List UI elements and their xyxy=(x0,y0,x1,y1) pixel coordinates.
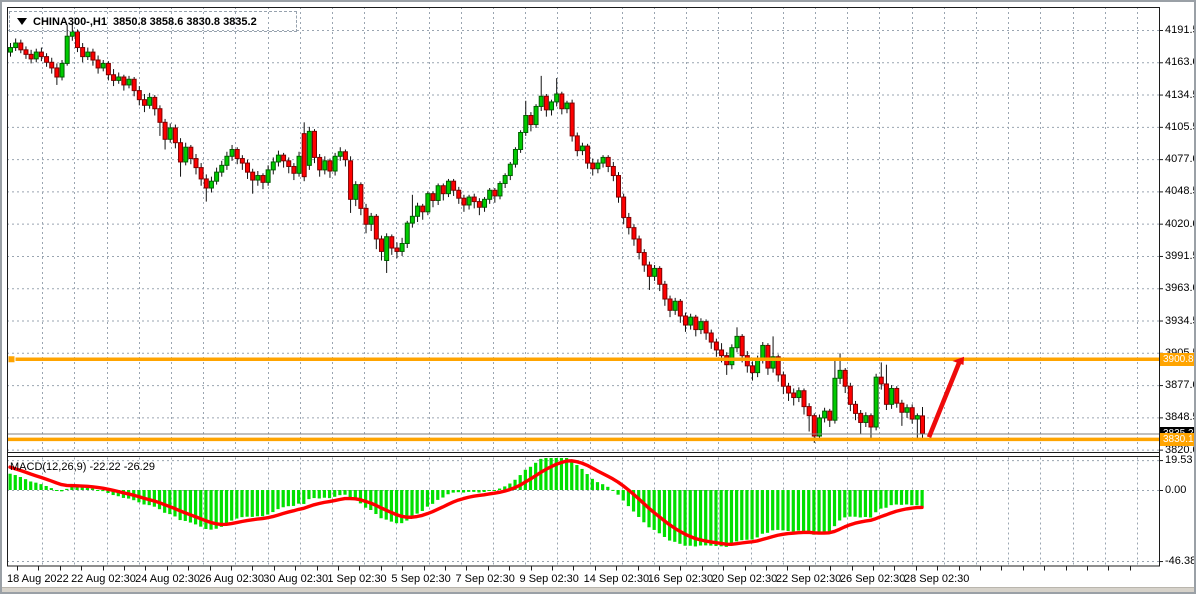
symbol-dropdown-icon[interactable] xyxy=(17,18,27,25)
candles-series xyxy=(8,23,925,443)
macd-signal-value: -26.29 xyxy=(123,461,155,473)
symbol-info-box[interactable]: CHINA300-,H1 3850.8 3858.6 3830.8 3835.2 xyxy=(9,11,297,32)
resistance-price-label: 3900.8 xyxy=(1160,352,1194,366)
macd-main-value: -22.22 xyxy=(89,461,121,473)
window-bottom-strip xyxy=(2,587,1194,592)
time-tick-label: 22 Aug 02:30 xyxy=(71,573,136,585)
trend-arrow[interactable] xyxy=(926,356,964,439)
price-tick-label: 3877.0 xyxy=(1165,379,1196,392)
price-tick-label: 3963.0 xyxy=(1165,282,1196,295)
time-tick-label: 26 Sep 02:30 xyxy=(839,573,906,585)
price-tick-label: 3848.5 xyxy=(1165,411,1196,424)
support-price-label: 3830.1 xyxy=(1160,432,1194,446)
price-tick-label: 4077.0 xyxy=(1165,153,1196,166)
time-tick-label: 16 Sep 02:30 xyxy=(647,573,714,585)
time-tick-label: 28 Sep 02:30 xyxy=(903,573,970,585)
macd-name: MACD(12,26,9) xyxy=(10,461,87,473)
macd-scale-label: -46.38 xyxy=(1165,555,1196,568)
price-tick-label: 4020.0 xyxy=(1165,217,1196,230)
gridlines xyxy=(7,7,1159,566)
time-tick-label: 14 Sep 02:30 xyxy=(583,573,650,585)
arrow-head-icon xyxy=(952,356,964,365)
time-tick-label: 22 Sep 02:30 xyxy=(775,573,842,585)
price-tick-label: 4134.5 xyxy=(1165,88,1196,101)
macd-indicator-label: MACD(12,26,9) -22.22 -26.29 xyxy=(10,461,155,473)
time-tick-label: 26 Aug 02:30 xyxy=(199,573,265,585)
price-tick-label: 4163.0 xyxy=(1165,56,1196,69)
symbol-timeframe-label: CHINA300-,H1 xyxy=(33,15,107,28)
macd-signal-line xyxy=(8,459,924,546)
time-tick-label: 1 Sep 02:30 xyxy=(327,573,387,585)
time-tick-label: 9 Sep 02:30 xyxy=(519,573,579,585)
pane-borders xyxy=(7,7,1163,571)
line-selection-handle[interactable] xyxy=(7,355,16,364)
price-tick-label: 4105.5 xyxy=(1165,120,1196,133)
time-tick-label: 30 Aug 02:30 xyxy=(263,573,329,585)
price-tick-label: 3934.5 xyxy=(1165,314,1196,327)
price-tick-label: 3991.5 xyxy=(1165,249,1196,262)
time-tick-label: 20 Sep 02:30 xyxy=(711,573,778,585)
time-tick-label: 7 Sep 02:30 xyxy=(455,573,515,585)
time-tick-label: 5 Sep 02:30 xyxy=(391,573,451,585)
resistance-line[interactable] xyxy=(7,355,1159,364)
price-tick-label: 4048.5 xyxy=(1165,185,1196,198)
price-tick-label: 3820.0 xyxy=(1165,443,1196,456)
price-tick-label: 4191.5 xyxy=(1165,24,1196,36)
macd-scale-label: 19.53 xyxy=(1165,454,1193,467)
macd-scale-label: 0.00 xyxy=(1165,484,1187,496)
time-tick-label: 18 Aug 2022 xyxy=(7,573,69,585)
ohlc-readout: 3850.8 3858.6 3830.8 3835.2 xyxy=(112,15,257,28)
time-tick-label: 24 Aug 02:30 xyxy=(135,573,200,585)
